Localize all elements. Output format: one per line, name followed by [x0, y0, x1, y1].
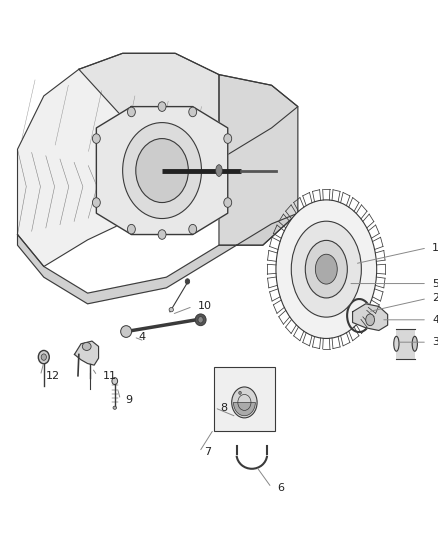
Ellipse shape [113, 406, 117, 409]
Ellipse shape [189, 224, 197, 234]
Ellipse shape [215, 165, 222, 176]
Text: 9: 9 [126, 395, 133, 405]
Ellipse shape [169, 308, 173, 312]
Ellipse shape [123, 123, 201, 219]
Text: 12: 12 [46, 371, 60, 381]
Ellipse shape [198, 317, 203, 323]
Ellipse shape [305, 240, 347, 298]
Ellipse shape [195, 314, 206, 326]
Ellipse shape [232, 387, 257, 418]
Ellipse shape [120, 326, 131, 337]
Ellipse shape [92, 198, 100, 207]
Text: 3: 3 [432, 337, 438, 347]
Text: 7: 7 [205, 447, 212, 457]
Ellipse shape [394, 336, 399, 351]
Polygon shape [18, 213, 298, 304]
Ellipse shape [291, 221, 361, 317]
Polygon shape [18, 53, 219, 266]
Ellipse shape [92, 134, 100, 143]
Ellipse shape [112, 377, 117, 384]
Bar [214, 367, 275, 431]
Ellipse shape [276, 200, 377, 338]
Ellipse shape [315, 254, 337, 284]
Text: 2: 2 [432, 294, 438, 303]
Polygon shape [79, 53, 298, 160]
Ellipse shape [82, 343, 91, 351]
Ellipse shape [127, 224, 135, 234]
Text: 11: 11 [102, 371, 117, 381]
Text: 5: 5 [432, 279, 438, 288]
Ellipse shape [189, 107, 197, 117]
Wedge shape [233, 402, 255, 416]
Ellipse shape [412, 336, 417, 351]
Text: 8: 8 [220, 403, 227, 413]
Ellipse shape [127, 107, 135, 117]
Text: 10: 10 [198, 302, 212, 311]
Ellipse shape [224, 198, 232, 207]
Polygon shape [353, 304, 388, 330]
Ellipse shape [239, 391, 241, 394]
Ellipse shape [41, 354, 46, 360]
Polygon shape [219, 75, 298, 245]
Text: 4: 4 [139, 332, 146, 342]
Ellipse shape [224, 134, 232, 143]
Ellipse shape [366, 314, 374, 326]
Ellipse shape [39, 351, 49, 364]
Ellipse shape [158, 230, 166, 239]
Ellipse shape [185, 279, 190, 284]
Text: 4: 4 [432, 315, 438, 325]
Polygon shape [96, 107, 228, 235]
Bar [396, 329, 415, 359]
Ellipse shape [136, 139, 188, 203]
Ellipse shape [158, 102, 166, 111]
Text: 6: 6 [277, 483, 284, 492]
Polygon shape [74, 341, 99, 365]
Text: 1: 1 [432, 243, 438, 253]
